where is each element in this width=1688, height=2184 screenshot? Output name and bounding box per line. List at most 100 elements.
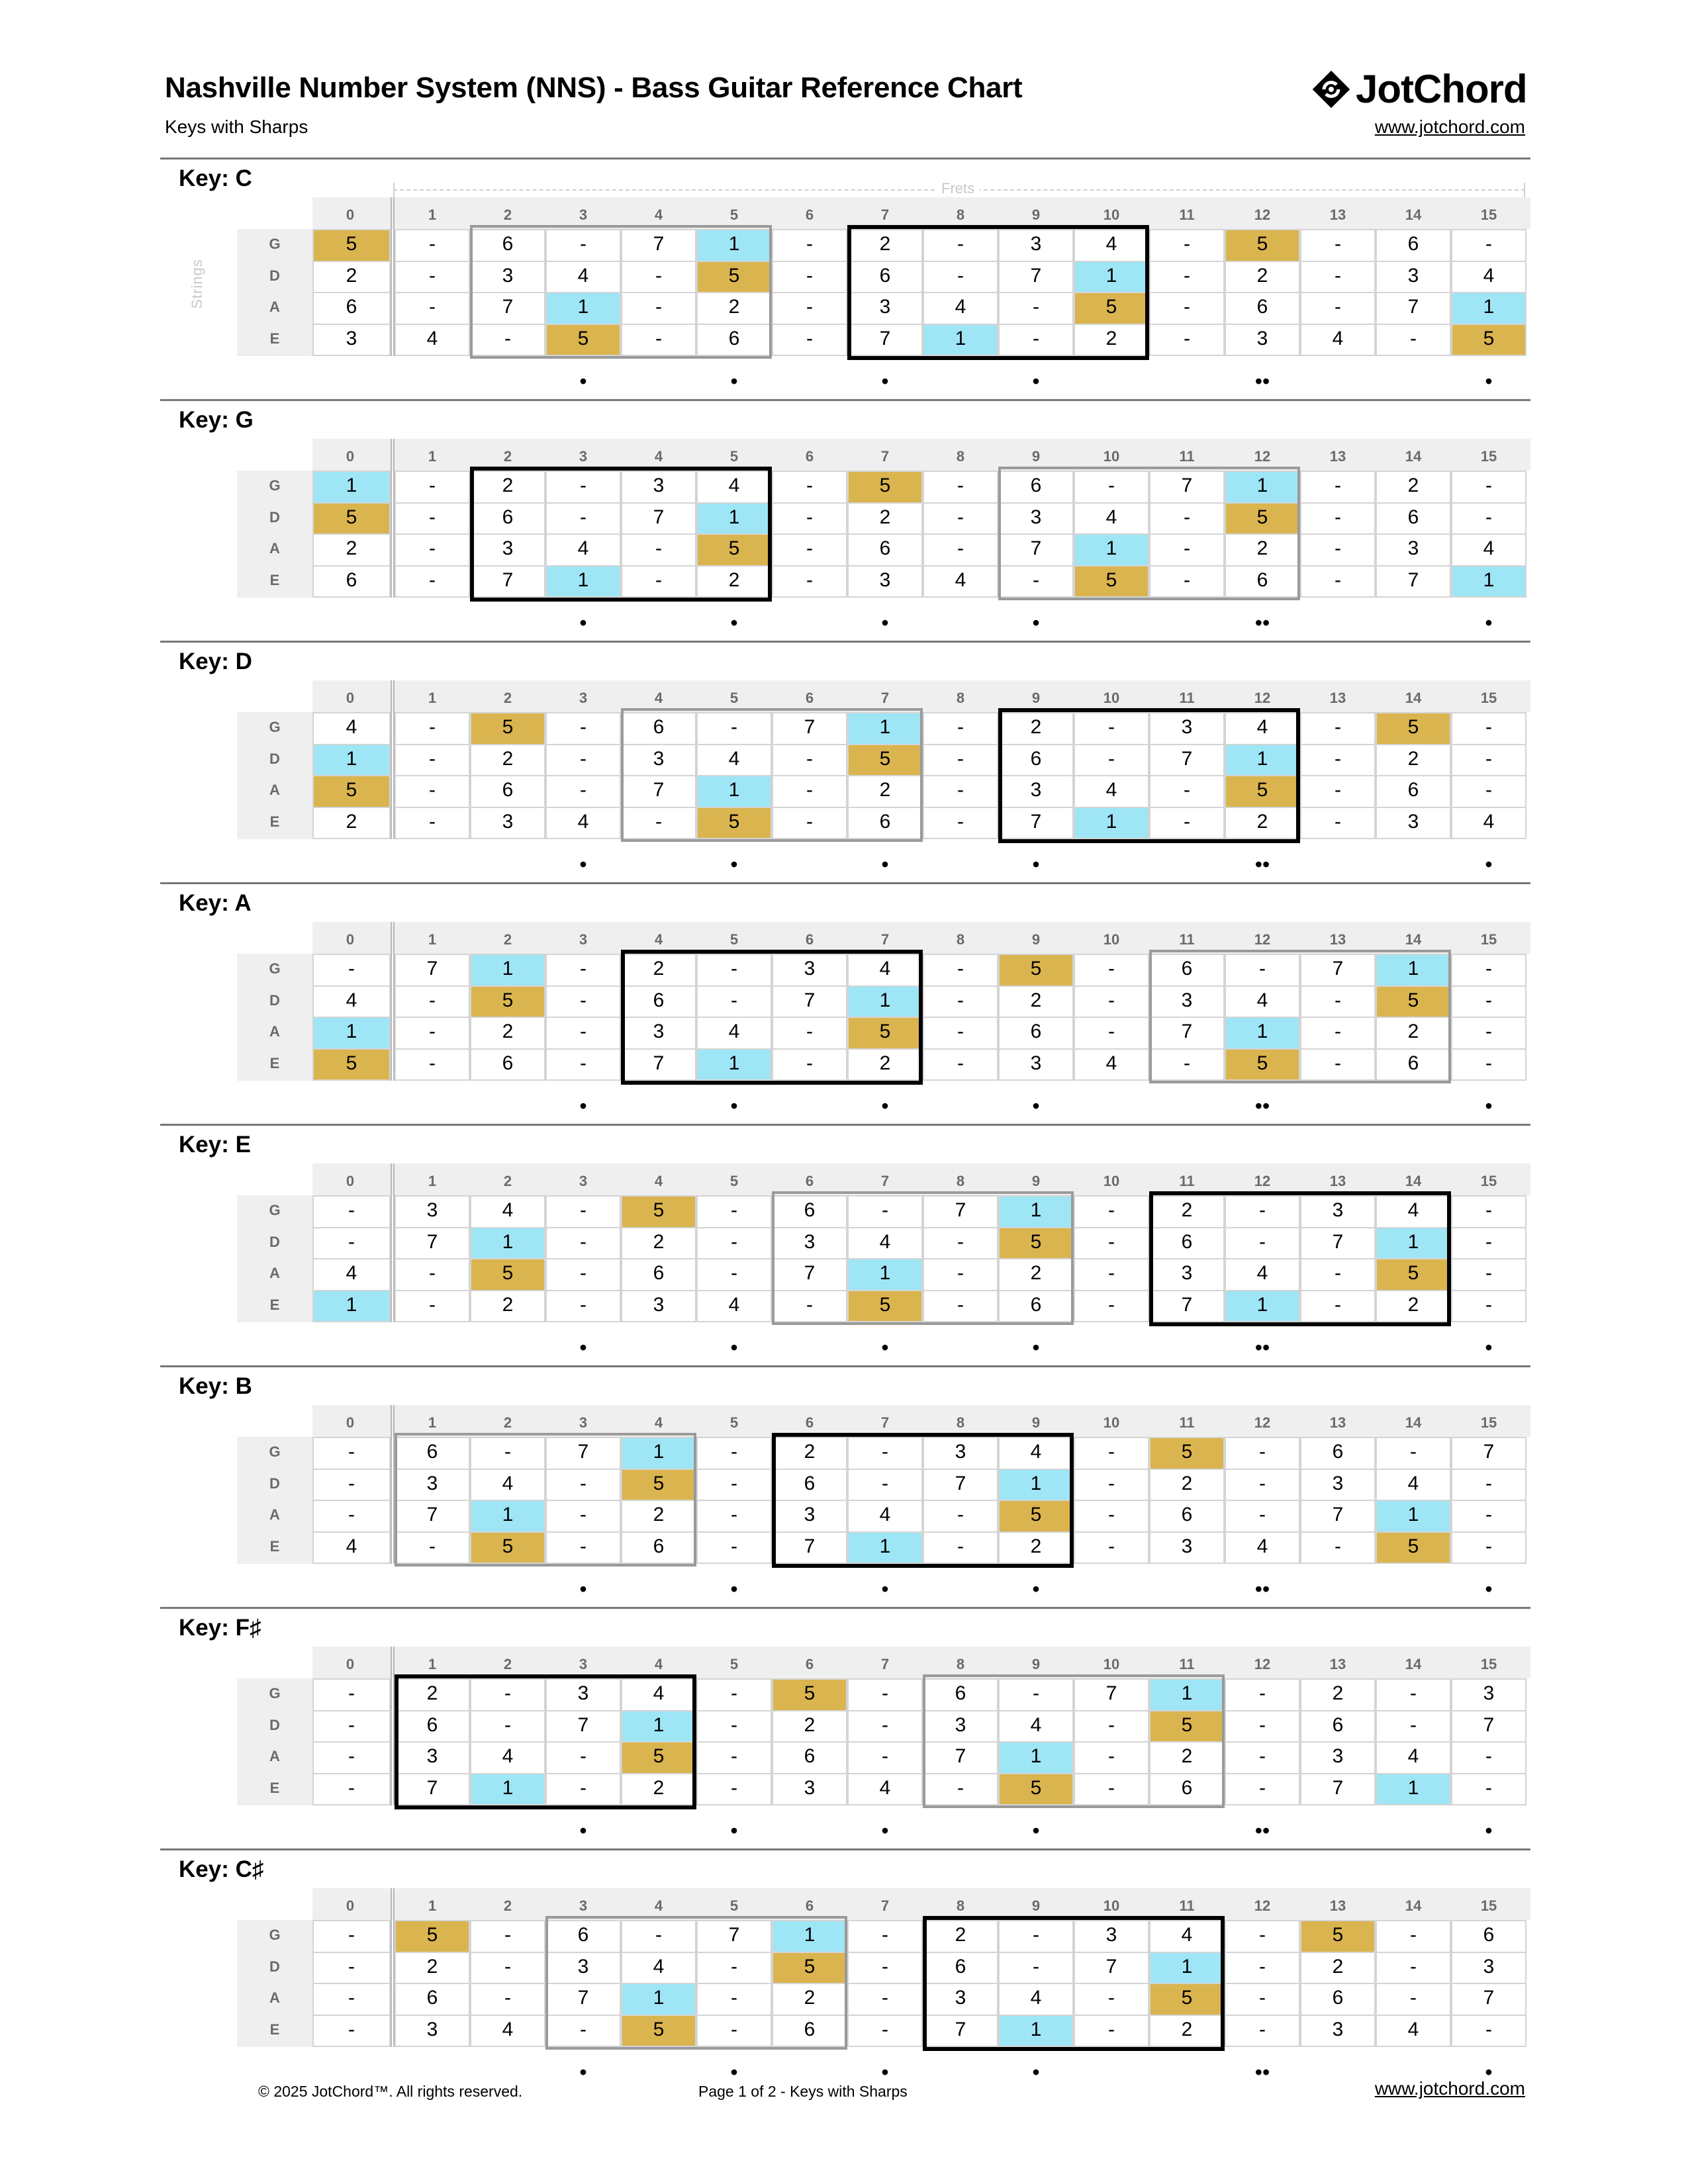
fret-cell: 3 <box>312 323 391 356</box>
strings-label: Strings <box>189 259 205 309</box>
fret-number: 0 <box>346 690 355 706</box>
fret-cell: - <box>470 1709 545 1743</box>
fret-cell: - <box>772 502 847 535</box>
header-site-link[interactable]: www.jotchord.com <box>1374 116 1525 137</box>
fret-number: 2 <box>503 690 512 706</box>
fret-cell: 3 <box>998 502 1074 535</box>
fret-number: 3 <box>579 448 588 465</box>
fret-cell: 6 <box>1149 1226 1225 1259</box>
fret-cell: 3 <box>847 292 923 325</box>
fret-cell: 7 <box>1376 292 1451 325</box>
fret-cell: 2 <box>1300 1678 1376 1711</box>
fret-number: 5 <box>729 1173 739 1189</box>
fret-number: 4 <box>654 1173 663 1189</box>
fret-cell: 3 <box>923 1437 998 1470</box>
fret-cell: 1 <box>1451 565 1526 598</box>
fret-cell: - <box>1300 533 1376 567</box>
fret-cell: 5 <box>470 712 545 745</box>
fret-cell: 7 <box>621 502 696 535</box>
fret-cell: - <box>1074 1772 1149 1805</box>
fret-cell: 7 <box>545 1437 621 1470</box>
fret-header-bg <box>312 1647 1530 1678</box>
fret-inlay-marker: •• <box>1254 611 1270 635</box>
fret-cell: 7 <box>395 1500 470 1533</box>
fret-cell: 1 <box>772 1920 847 1953</box>
fret-cell: - <box>696 712 772 745</box>
fret-inlay-marker: •• <box>1254 1819 1270 1843</box>
fret-number: 1 <box>428 448 437 465</box>
fret-cell: 7 <box>621 229 696 262</box>
fret-number: 6 <box>805 1897 814 1914</box>
fret-cell: - <box>395 292 470 325</box>
key-title-prefix: Key: <box>179 165 229 191</box>
fret-cell: 1 <box>847 712 923 745</box>
fret-number: 11 <box>1179 1656 1195 1672</box>
fret-cell: - <box>621 533 696 567</box>
fret-cell: 1 <box>847 985 923 1018</box>
fret-cell: 5 <box>1225 229 1300 262</box>
fret-cell: 7 <box>772 712 847 745</box>
fret-cell: 2 <box>847 502 923 535</box>
fret-cell: - <box>1074 954 1149 987</box>
fret-cell: - <box>1225 1437 1300 1470</box>
fret-cell: 4 <box>1225 1258 1300 1291</box>
fret-inlay-marker: • <box>1032 369 1040 393</box>
fret-cell: 4 <box>312 712 391 745</box>
fret-number: 4 <box>654 931 663 948</box>
fret-inlay-marker: • <box>1032 852 1040 876</box>
footer-site-link[interactable]: www.jotchord.com <box>1374 2078 1525 2099</box>
key-title-prefix: Key: <box>179 1615 229 1641</box>
fret-number: 9 <box>1031 1173 1041 1189</box>
fret-cell: 2 <box>621 1226 696 1259</box>
fret-cell: - <box>395 260 470 293</box>
fret-cell: 6 <box>696 323 772 356</box>
string-name: E <box>269 1779 280 1796</box>
fret-cell: - <box>1376 1920 1451 1953</box>
jotchord-logo[interactable]: JotChord <box>1312 66 1528 112</box>
fret-cell: 7 <box>395 1226 470 1259</box>
fret-cell: 4 <box>1074 502 1149 535</box>
fret-number: 2 <box>503 448 512 465</box>
fret-cell: 2 <box>847 1048 923 1081</box>
fret-number: 7 <box>880 206 890 223</box>
fret-cell: 2 <box>696 292 772 325</box>
key-title-prefix: Key: <box>179 407 229 433</box>
fret-inlay-marker: • <box>1032 1577 1040 1601</box>
fret-cell: 5 <box>312 1048 391 1081</box>
fret-inlay-marker: • <box>730 1577 738 1601</box>
fret-cell: 5 <box>312 775 391 808</box>
fret-cell: 4 <box>1225 712 1300 745</box>
fret-cell: 2 <box>1300 1951 1376 1984</box>
fret-cell: - <box>1149 292 1225 325</box>
fret-number: 12 <box>1254 1173 1271 1189</box>
fret-cell: - <box>1300 1289 1376 1322</box>
fret-number: 15 <box>1480 206 1497 223</box>
fret-cell: - <box>545 954 621 987</box>
fret-number: 10 <box>1103 1173 1120 1189</box>
fret-cell: - <box>1225 1772 1300 1805</box>
fret-cell: 3 <box>998 229 1074 262</box>
fret-number: 15 <box>1480 1656 1497 1672</box>
fret-cell: 6 <box>621 985 696 1018</box>
fret-cell: 3 <box>998 1048 1074 1081</box>
fret-cell: - <box>1376 1951 1451 1984</box>
fret-cell: - <box>1149 806 1225 839</box>
fret-number: 3 <box>579 206 588 223</box>
fret-cell: - <box>923 1531 998 1564</box>
fret-cell: 4 <box>312 1258 391 1291</box>
fret-cell: 2 <box>1225 806 1300 839</box>
fret-cell: - <box>470 1951 545 1984</box>
fret-cell: 4 <box>1074 1048 1149 1081</box>
string-header-bg <box>237 1678 312 1805</box>
fret-cell: - <box>1149 1048 1225 1081</box>
fret-cell: 5 <box>1376 712 1451 745</box>
fret-cell: - <box>395 1289 470 1322</box>
fret-cell: 3 <box>395 1195 470 1228</box>
fret-cell: - <box>847 1437 923 1470</box>
fret-number: 13 <box>1329 206 1346 223</box>
fret-cell: 3 <box>545 1951 621 1984</box>
footer-copyright: © 2025 JotChord™. All rights reserved. <box>258 2083 523 2100</box>
fret-number: 9 <box>1031 1897 1041 1914</box>
fret-inlay-marker: • <box>730 611 738 635</box>
fret-inlay-marker: • <box>730 369 738 393</box>
